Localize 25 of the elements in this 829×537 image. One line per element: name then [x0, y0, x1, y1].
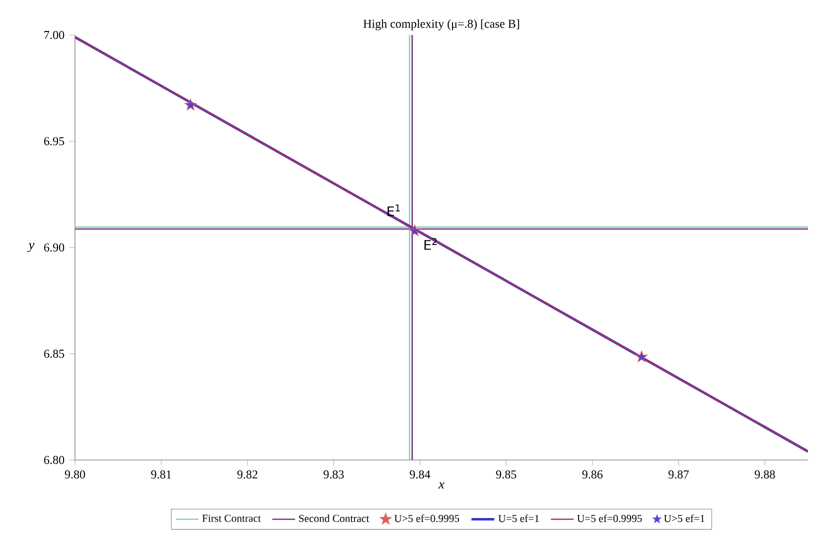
x-tick-label: 9.82 [237, 470, 258, 479]
y-tick-label: 7.00 [44, 30, 64, 40]
x-tick-label: 9.83 [324, 470, 344, 479]
annotation: E$^{2}$ [424, 238, 437, 250]
y-tick-label: 6.80 [44, 456, 64, 464]
y-tick-label: 6.95 [44, 137, 64, 146]
legend-label: Second Contract [299, 514, 370, 522]
chart-title: High complexity (μ=.8) [case B] [363, 19, 520, 30]
x-tick-label: 9.88 [754, 470, 775, 479]
x-tick-label: 9.80 [64, 470, 86, 479]
legend-label: First Contract [202, 514, 261, 522]
legend-label: U=5 ef=1 [498, 514, 539, 522]
legend-label: U>5 ef=1 [664, 514, 704, 522]
y-tick-label: 6.85 [44, 350, 64, 358]
legend-label: U=5 ef=0.9995 [577, 514, 642, 522]
x-tick-label: 9.84 [410, 470, 430, 479]
y-axis-title: y [27, 242, 34, 252]
x-axis-title: x [438, 482, 444, 488]
x-tick-label: 9.87 [668, 470, 689, 479]
x-tick-label: 9.85 [496, 470, 516, 479]
legend-label: U>5 ef=0.9995 [394, 514, 460, 522]
x-tick-label: 9.81 [151, 470, 172, 479]
annotation: E$^{1}$ [388, 204, 400, 216]
x-tick-label: 9.86 [582, 470, 603, 479]
y-tick-label: 6.90 [44, 243, 64, 252]
